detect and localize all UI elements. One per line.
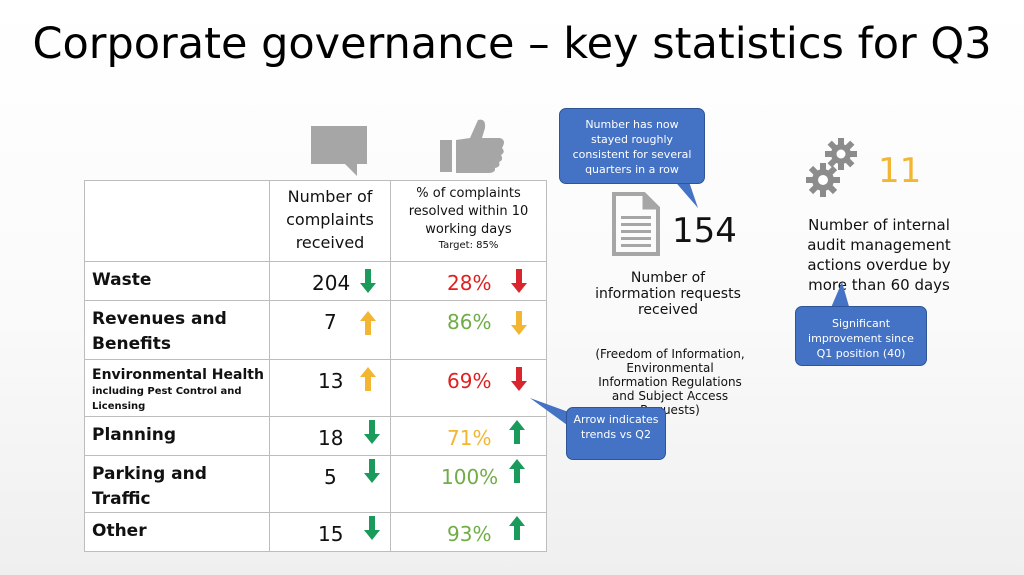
trend-down-amber-icon (511, 311, 527, 335)
pct-value: 28% (447, 271, 492, 295)
row-label: Other (84, 512, 270, 552)
info-requests-label: Number of information requests received (595, 270, 741, 318)
count-value: 204 (312, 271, 351, 295)
audit-actions-label: Number of internal audit management acti… (807, 216, 951, 294)
complaints-table: Number of complaints received % of compl… (84, 180, 547, 552)
pct-cell: 86% (390, 300, 547, 360)
row-label: Planning (84, 416, 270, 456)
trend-down-red-icon (511, 367, 527, 391)
count-value: 18 (318, 426, 344, 450)
document-icon (612, 192, 660, 256)
resolved-target: Target: 85% (438, 240, 499, 251)
header-complaints-received: Number of complaints received (269, 180, 391, 262)
table-row: Environmental Health including Pest Cont… (84, 359, 547, 417)
pct-cell: 71% (390, 416, 547, 456)
count-cell: 7 (269, 300, 391, 360)
pct-value: 93% (447, 522, 492, 546)
row-label: Environmental Health including Pest Cont… (84, 359, 270, 417)
callout-arrows: Arrow indicates trends vs Q2 (566, 407, 666, 460)
trend-down-green-icon (364, 420, 380, 444)
count-cell: 13 (269, 359, 391, 417)
count-value: 13 (318, 369, 344, 393)
audit-actions-value: 11 (878, 151, 922, 191)
pct-value: 71% (447, 426, 492, 450)
count-cell: 5 (269, 455, 391, 513)
table-header-row: Number of complaints received % of compl… (84, 180, 547, 262)
pct-cell: 100% (390, 455, 547, 513)
trend-down-red-icon (511, 269, 527, 293)
row-sublabel: including Pest Control and Licensing (92, 386, 242, 412)
info-requests-value: 154 (672, 211, 737, 251)
count-value: 5 (324, 465, 337, 489)
pct-cell: 93% (390, 512, 547, 552)
table-row: Planning 18 71% (84, 416, 547, 456)
row-label: Parking and Traffic (84, 455, 270, 513)
row-label: Waste (84, 261, 270, 301)
thumbs-up-icon (440, 119, 504, 173)
count-value: 7 (324, 310, 337, 334)
count-value: 15 (318, 522, 344, 546)
trend-up-green-icon (509, 516, 525, 540)
trend-up-green-icon (509, 420, 525, 444)
trend-up-amber-icon (360, 367, 376, 391)
table-header-empty-cell (84, 180, 270, 262)
pct-cell: 69% (390, 359, 547, 417)
slide-title: Corporate governance – key statistics fo… (32, 19, 992, 69)
count-cell: 18 (269, 416, 391, 456)
callout-pointer (530, 398, 574, 430)
pct-cell: 28% (390, 261, 547, 301)
trend-down-green-icon (360, 269, 376, 293)
trend-down-green-icon (364, 459, 380, 483)
pct-value: 86% (447, 310, 492, 334)
header-resolved-pct: % of complaints resolved within 10 worki… (390, 180, 547, 262)
speech-bubble-icon (311, 126, 367, 176)
table-row: Revenues and Benefits 7 86% (84, 300, 547, 360)
table-row: Waste 204 28% (84, 261, 547, 301)
count-cell: 15 (269, 512, 391, 552)
pct-value: 100% (441, 465, 499, 489)
callout-info-requests: Number has now stayed roughly consistent… (559, 108, 705, 184)
trend-down-green-icon (364, 516, 380, 540)
table-row: Parking and Traffic 5 100% (84, 455, 547, 513)
trend-up-green-icon (509, 459, 525, 483)
callout-audit: Significant improvement since Q1 positio… (795, 306, 927, 366)
table-row: Other 15 93% (84, 512, 547, 552)
gears-icon (806, 138, 857, 197)
pct-value: 69% (447, 369, 492, 393)
row-label: Revenues and Benefits (84, 300, 270, 360)
callout-pointer (830, 282, 850, 310)
trend-up-amber-icon (360, 311, 376, 335)
count-cell: 204 (269, 261, 391, 301)
